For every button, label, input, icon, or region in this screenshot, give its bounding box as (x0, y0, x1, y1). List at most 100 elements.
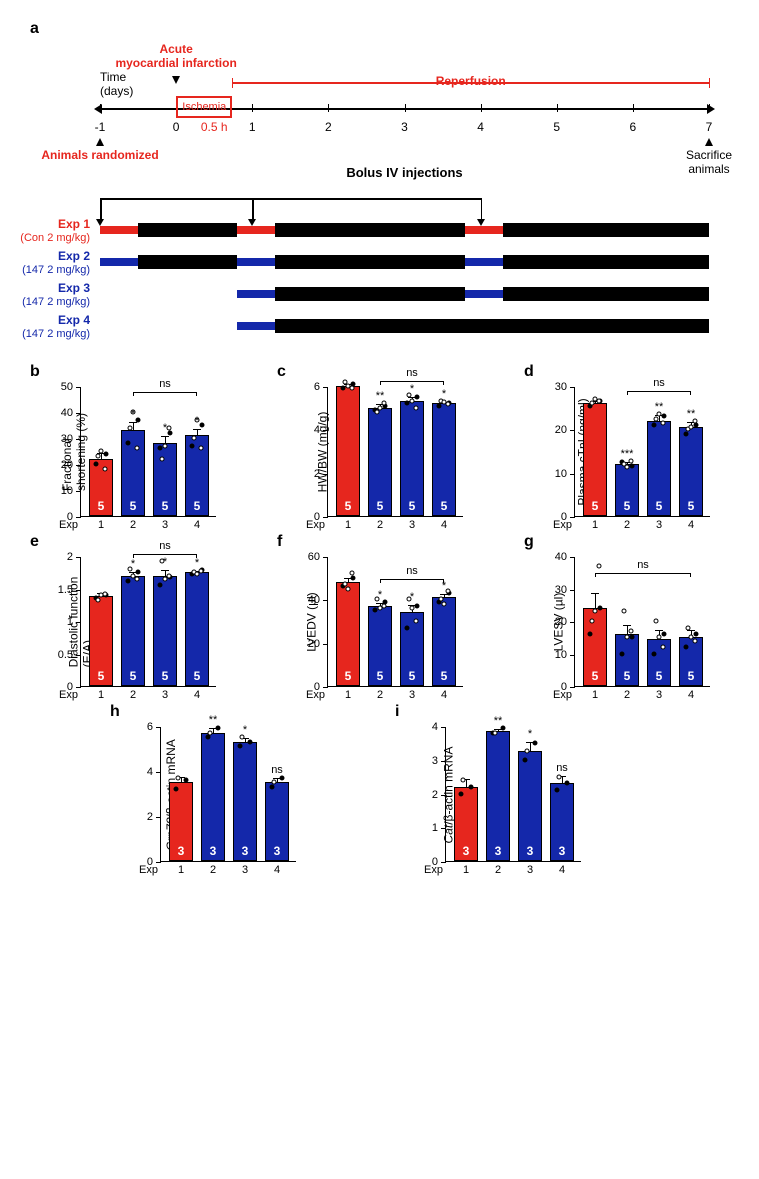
sig-label: ** (494, 715, 503, 727)
bar-n: 5 (441, 499, 448, 513)
tick (481, 104, 482, 112)
chart-h: h Grp78/β-actin mRNA 0 2 4 6 3 (110, 703, 325, 862)
data-point (158, 583, 163, 588)
xtick-label: 2 (377, 519, 383, 531)
data-point (280, 775, 285, 780)
data-point (657, 635, 662, 640)
exp-segment (100, 226, 138, 234)
tick-label: 1 (249, 120, 256, 134)
data-point (684, 431, 689, 436)
data-point (523, 757, 528, 762)
chart-bar: 5 (583, 608, 607, 686)
chart-body: 0 0.5 1 1.5 2 5 1 5 *2 (80, 557, 216, 687)
exp-label: Exp 2(147 2 mg/kg) (22, 250, 90, 276)
ytick (76, 413, 81, 414)
bar-n: 5 (345, 499, 352, 513)
ns-brace (380, 579, 444, 580)
data-point (350, 571, 355, 576)
data-point (163, 443, 168, 448)
data-point (136, 570, 141, 575)
bar-n: 5 (409, 669, 416, 683)
error-cap (591, 593, 599, 594)
ytick (323, 687, 328, 688)
error-bar (595, 593, 596, 609)
sig-label: * (195, 557, 199, 569)
ytick (441, 761, 446, 762)
ytick (76, 491, 81, 492)
data-point (208, 730, 213, 735)
data-point (96, 454, 101, 459)
data-point (446, 588, 451, 593)
tick (100, 104, 101, 112)
bar-n: 5 (441, 669, 448, 683)
tick (557, 104, 558, 112)
ytick-label: 6 (147, 721, 153, 733)
bar-n: 3 (463, 844, 470, 858)
exp-segment (503, 255, 709, 269)
data-point (565, 781, 570, 786)
exp-segment (503, 287, 709, 301)
ytick-label: 4 (432, 721, 438, 733)
chart-bar: 5 (647, 421, 671, 516)
panel-label: c (277, 363, 482, 381)
reperfusion-tick-icon (709, 78, 710, 88)
sig-label: ** (209, 714, 218, 726)
tick-label: 7 (706, 120, 713, 134)
data-point (414, 619, 419, 624)
data-point (126, 578, 131, 583)
data-point (410, 399, 415, 404)
bar-n: 5 (162, 499, 169, 513)
tick (405, 104, 406, 112)
ytick (76, 687, 81, 688)
panel-label-a: a (30, 20, 729, 38)
data-point (168, 430, 173, 435)
ytick-label: 40 (308, 594, 320, 606)
charts-row: b Fractionalshortening (%) 0 10 20 30 40 (30, 363, 729, 517)
bar-n: 5 (377, 669, 384, 683)
ytick (76, 557, 81, 558)
sig-label: *** (621, 448, 634, 460)
chart-body: 0 10 20 30 40 50 5 1 5 (80, 387, 216, 517)
chart-bar: 3 (486, 731, 510, 861)
xtick-label: 4 (688, 519, 694, 531)
data-point (662, 414, 667, 419)
xtick-label: 3 (656, 519, 662, 531)
exp-segment (100, 258, 138, 266)
sig-label: ns (556, 762, 568, 774)
data-point (238, 744, 243, 749)
chart-bar: 5 (583, 403, 607, 516)
exp-label: Exp 4(147 2 mg/kg) (22, 314, 90, 340)
xtick-label: 3 (527, 864, 533, 876)
exp-row: Exp 4(147 2 mg/kg) (100, 316, 709, 338)
ytick-label: 30 (555, 584, 567, 596)
exp-track (100, 223, 709, 237)
data-point (461, 778, 466, 783)
ytick (323, 474, 328, 475)
xtick-label: 4 (441, 689, 447, 701)
chart-bar: 5 (153, 443, 177, 516)
charts-row: h Grp78/β-actin mRNA 0 2 4 6 3 (110, 703, 729, 862)
data-point (593, 397, 598, 402)
ytick (570, 655, 575, 656)
chart-bar: 5 (368, 606, 392, 686)
xtick-label: 4 (194, 689, 200, 701)
ytick-label: 20 (555, 616, 567, 628)
bar-n: 3 (210, 844, 217, 858)
data-point (652, 651, 657, 656)
bar-n: 3 (495, 844, 502, 858)
data-point (216, 726, 221, 731)
error-bar (133, 422, 134, 431)
xtick-label: 3 (242, 864, 248, 876)
ns-label: ns (159, 540, 171, 552)
data-point (625, 635, 630, 640)
ytick (570, 430, 575, 431)
ytick-label: 3 (432, 755, 438, 767)
xtick-label: 3 (409, 689, 415, 701)
bar-n: 5 (98, 669, 105, 683)
data-point (684, 645, 689, 650)
ytick-label: 0.5 (58, 649, 73, 661)
bar-n: 3 (242, 844, 249, 858)
chart-bar: 5 (432, 403, 456, 516)
panel-a: a Acutemyocardial infarction Time (days)… (30, 20, 729, 338)
data-point (662, 632, 667, 637)
